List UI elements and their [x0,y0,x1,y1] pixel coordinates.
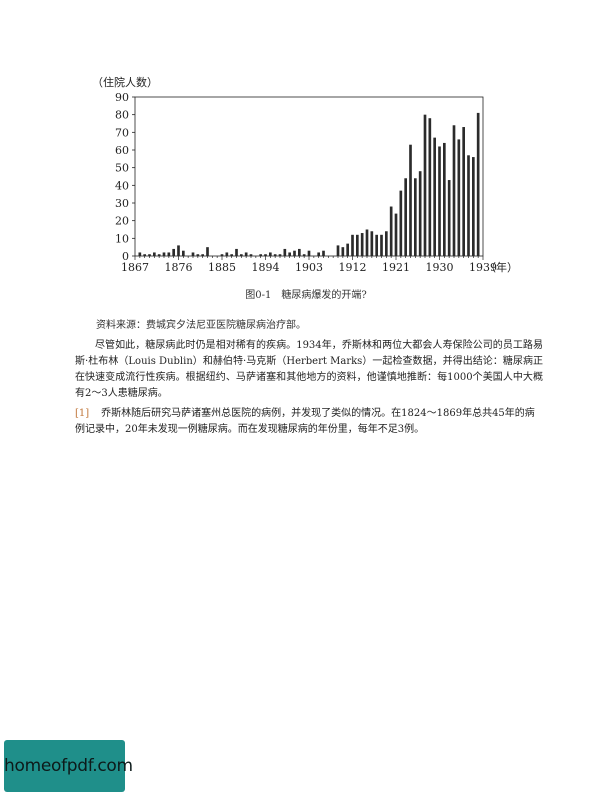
y-tick-label: 30 [115,197,129,210]
bar-1890 [244,252,248,256]
bar-1900 [293,250,296,256]
bar-1891 [249,254,253,256]
bar-1934 [457,139,461,256]
bar-1893 [259,254,262,256]
bar-1936 [467,155,470,256]
bar-1875 [172,248,175,256]
body-paragraph: 尽管如此，糖尿病此时仍是相对稀有的疾病。1934年，乔斯林和两位大都会人寿保险公… [75,340,543,399]
bar-1922 [399,190,403,256]
y-tick-label: 70 [115,126,129,139]
bar-1901 [298,248,301,256]
bar-1937 [472,157,475,256]
footnote: [1] 乔斯林随后研究马萨诸塞州总医院的病例，并发现了类似的情况。在1824～18… [75,406,543,438]
bar-1925 [414,178,417,256]
bar-1933 [452,125,456,256]
x-tick-label: 1894 [252,261,280,274]
bar-1872 [157,254,161,256]
bar-1880 [196,254,200,256]
bar-1926 [418,171,422,256]
y-tick-label: 50 [115,162,129,175]
x-tick-label: 1912 [339,261,367,274]
bar-1910 [341,247,345,256]
footnote-text: 乔斯林随后研究马萨诸塞州总医院的病例，并发现了类似的情况。在1824～1869年… [75,408,535,435]
y-tick-label: 80 [115,109,129,122]
x-tick-label: 1921 [382,261,410,274]
bar-1887 [230,254,233,256]
y-tick-label: 90 [115,91,129,104]
bar-1915 [365,229,369,256]
bar-1932 [447,180,451,256]
bar-1879 [191,252,195,256]
bar-1929 [433,137,436,256]
bar-1911 [346,243,349,256]
bar-1870 [148,254,151,256]
bar-1889 [240,254,243,256]
x-tick-label: 1885 [208,261,236,274]
bar-1930 [438,146,441,256]
footnote-marker[interactable]: [1] [75,408,90,419]
watermark-logo[interactable]: homeofpdf.com [4,740,133,792]
bar-1912 [351,234,354,256]
bar-1882 [206,247,209,256]
bar-1894 [264,254,267,256]
x-axis: 1867 1876 1885 1894 1903 1912 1921 1930 1939 [121,256,497,274]
bar-1871 [153,252,156,256]
y-tick-label: 10 [115,232,129,245]
bar-1896 [273,254,277,256]
bar-1899 [288,252,291,256]
bar-1886 [225,252,229,256]
bar-1895 [269,252,272,256]
bar-1873 [162,252,166,256]
bar-1909 [336,245,340,256]
bar-1868 [138,252,142,256]
y-tick-label: 40 [115,179,129,192]
x-tick-label: 1930 [426,261,454,274]
x-tick-label: 1903 [295,261,323,274]
bar-1919 [385,231,388,256]
bar-1916 [370,231,374,256]
bar-1877 [182,250,185,256]
bar-1928 [428,118,432,256]
bar-1917 [375,234,378,256]
bar-1888 [235,248,238,256]
plot-area [134,96,484,257]
bar-1876 [177,245,180,256]
bar-1902 [302,254,306,256]
bar-1913 [356,234,359,256]
bar-1869 [143,254,146,256]
bar-1906 [322,250,325,256]
bar-1898 [283,248,287,256]
bar-1927 [423,114,427,256]
bar-1903 [307,250,311,256]
data-source-note: 资料来源：费城宾夕法尼亚医院糖尿病治疗部。 [96,320,306,331]
bar-1885 [220,254,224,256]
x-tick-label: 1867 [121,261,149,274]
bar-1918 [380,234,383,256]
bar-1923 [404,178,407,256]
x-axis-label: （年） [485,260,518,274]
bar-1920 [389,206,393,256]
y-tick-label: 60 [115,144,129,157]
y-axis-label: （住院人数） [92,75,158,89]
bar-1938 [476,112,480,257]
bar-1935 [462,127,465,257]
bar-1905 [317,252,320,256]
figure-caption: 图0-1 糖尿病爆发的开端? [245,290,367,301]
y-tick-label: 20 [115,215,129,228]
y-axis: 0 10 20 30 40 50 60 70 80 90 [115,91,135,263]
bar-1924 [409,144,412,256]
bar-1914 [360,233,364,256]
bar-1881 [201,254,204,256]
bar-1874 [167,252,171,256]
x-tick-label: 1939 [469,261,497,274]
y-tick-label: 0 [122,250,129,263]
bar-1897 [278,254,282,256]
bar-1921 [394,213,398,256]
bar-1931 [443,142,446,256]
x-tick-label: 1876 [165,261,193,274]
